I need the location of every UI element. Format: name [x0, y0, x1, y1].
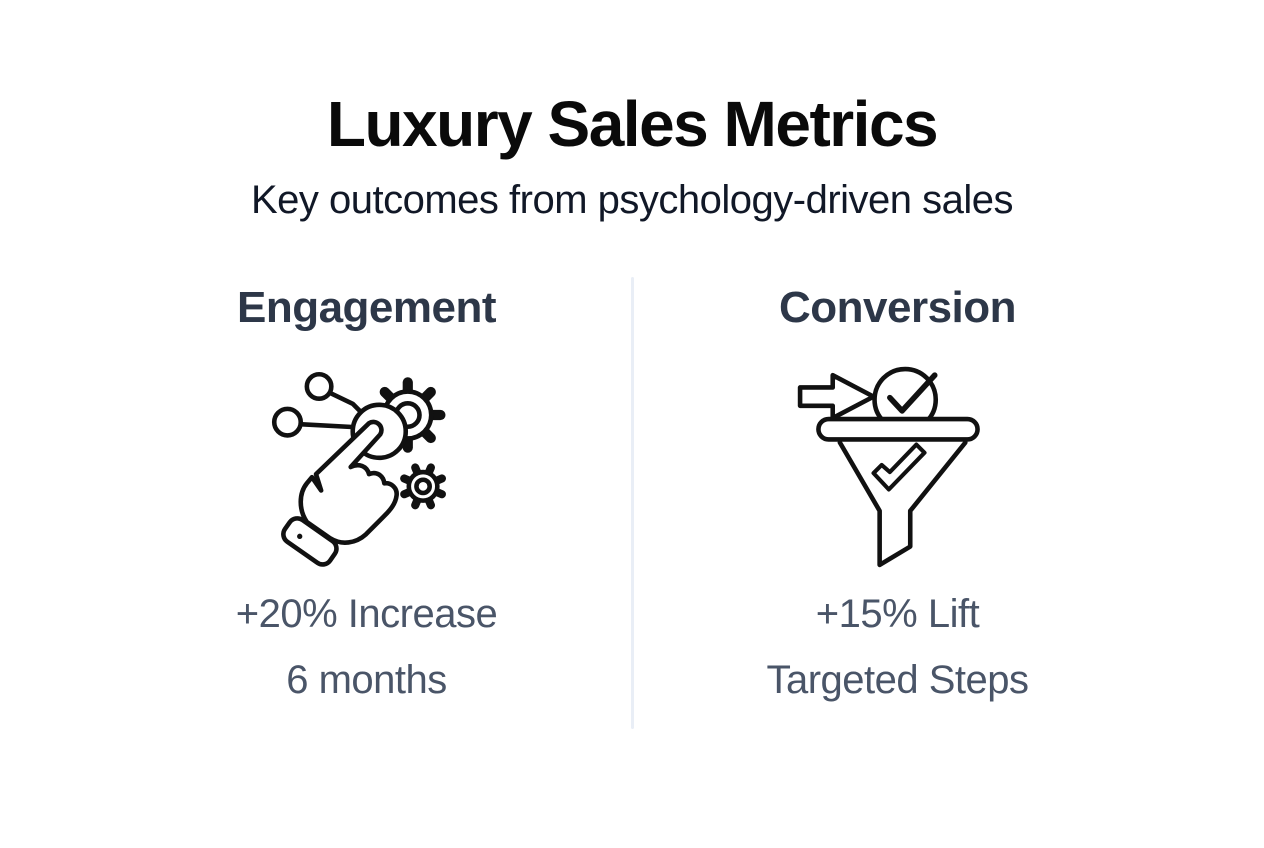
engagement-metric-primary: +20% Increase [235, 592, 498, 636]
page-title: Luxury Sales Metrics [326, 88, 939, 160]
page-subtitle: Key outcomes from psychology-driven sale… [250, 178, 1014, 222]
column-engagement: Engagement [103, 277, 631, 713]
hand-click-gears-icon [265, 355, 469, 579]
engagement-heading: Engagement [236, 283, 497, 332]
funnel-checkmarks-icon [796, 355, 1000, 579]
header: Luxury Sales Metrics Key outcomes from p… [0, 0, 1264, 223]
vertical-divider [630, 277, 634, 729]
conversion-heading: Conversion [778, 283, 1017, 332]
engagement-metrics: +20% Increase 6 months [235, 581, 498, 713]
metrics-row: Engagement [0, 277, 1264, 729]
conversion-metric-secondary: Targeted Steps [766, 658, 1029, 702]
engagement-metric-secondary: 6 months [286, 658, 447, 702]
column-conversion: Conversion +15% Lift T [634, 277, 1162, 713]
conversion-metrics: +15% Lift Targeted Steps [766, 581, 1029, 713]
conversion-metric-primary: +15% Lift [815, 592, 980, 636]
